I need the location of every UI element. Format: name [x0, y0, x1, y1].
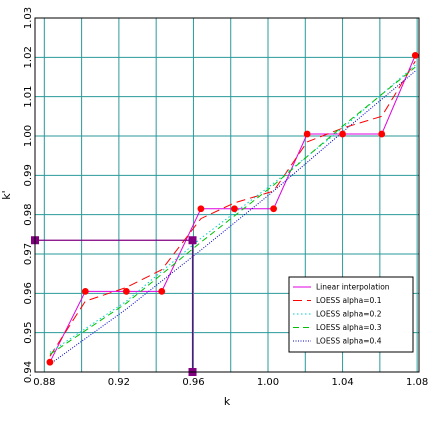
data-point: [122, 287, 130, 295]
highlight-marker-point: [188, 236, 197, 245]
data-point: [231, 205, 238, 213]
data-point: [339, 130, 346, 138]
plot-frame: [34, 17, 420, 373]
data-point: [158, 287, 166, 295]
legend: Linear interpolation LOESS alpha=0.1 LOESS…: [288, 276, 414, 353]
series-line-4: [49, 66, 416, 355]
data-point: [270, 205, 278, 213]
y-tick-label: 1.02: [23, 46, 34, 68]
x-tick-label: 1.00: [257, 377, 279, 388]
data-point: [46, 358, 54, 366]
x-tick-label: 0.88: [33, 377, 55, 388]
data-point: [197, 205, 205, 213]
y-tick-label: 0.94: [23, 361, 34, 383]
x-tick-label: 0.92: [108, 377, 130, 388]
data-point: [303, 130, 311, 138]
legend-label-3: LOESS alpha=0.2: [316, 310, 382, 319]
data-points: [46, 51, 419, 366]
data-point: [411, 51, 419, 59]
y-tick-label: 0.96: [23, 282, 34, 304]
y-tick-label: 0.99: [23, 164, 34, 186]
y-axis-label: k': [0, 190, 13, 199]
legend-label-5: LOESS alpha=0.4: [316, 337, 382, 346]
y-tick-label: 1.03: [23, 7, 34, 29]
data-point: [378, 130, 386, 138]
y-tick-label: 1.00: [23, 125, 34, 147]
y-tick-label: 0.95: [23, 322, 34, 344]
y-tick-label: 0.98: [23, 204, 34, 226]
legend-items: Linear interpolation LOESS alpha=0.1 LOESS…: [293, 283, 390, 346]
x-tick-label: 0.96: [182, 377, 204, 388]
legend-label-2: LOESS alpha=0.1: [316, 296, 382, 305]
x-tick-label: 1.04: [331, 377, 353, 388]
y-tick-label: 0.97: [23, 243, 34, 265]
tick-labels: 0.88 0.92 0.96 1.00 1.04 1.08 0.94 0.95 0.96 0.97…: [23, 7, 428, 388]
x-tick-label: 1.08: [406, 377, 428, 388]
series-line-3: [49, 64, 416, 353]
data-point: [81, 287, 89, 295]
legend-label-4: LOESS alpha=0.3: [316, 323, 382, 332]
x-axis-label: k: [224, 395, 231, 408]
y-tick-label: 1.01: [23, 86, 34, 108]
series-line-5: [49, 70, 416, 365]
legend-label-1: Linear interpolation: [316, 283, 390, 292]
